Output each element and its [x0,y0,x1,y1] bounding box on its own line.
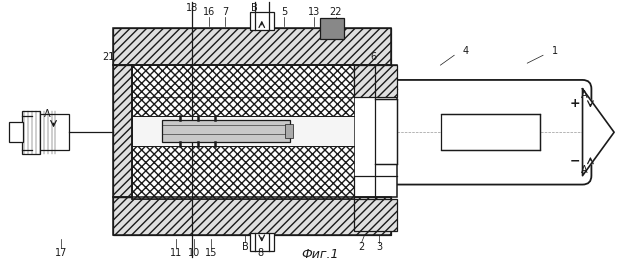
Text: В: В [242,242,248,252]
Bar [353,199,397,231]
Text: В: В [252,3,258,13]
Bar [285,124,293,138]
Polygon shape [582,89,614,176]
Bar [132,117,353,146]
Text: 16: 16 [204,7,216,17]
Bar [113,197,391,235]
Text: A: A [581,90,588,100]
Text: 17: 17 [55,248,68,258]
Bar [113,197,391,235]
Text: 13: 13 [308,7,320,17]
Text: A: A [44,110,51,119]
Text: Фиг.1: Фиг.1 [301,248,339,261]
Text: 18: 18 [186,3,198,13]
Bar [113,65,132,197]
Bar [113,65,132,197]
Text: A: A [581,165,588,175]
Bar [132,146,353,199]
Bar [353,65,397,97]
Text: 11: 11 [170,248,182,258]
Text: 8: 8 [258,248,264,258]
Text: 1: 1 [552,46,558,56]
Text: 5: 5 [282,7,287,17]
Text: 7: 7 [222,7,228,17]
Bar [32,114,69,150]
Bar [113,28,391,65]
Text: 4: 4 [463,46,469,56]
Bar [250,233,274,251]
Text: 6: 6 [370,52,376,62]
Bar [162,121,291,142]
Bar [9,122,23,142]
Text: 10: 10 [188,248,200,258]
Bar [250,12,274,30]
Bar [375,99,397,164]
Bar [353,65,397,197]
Text: 3: 3 [376,242,382,252]
Text: 15: 15 [205,248,218,258]
FancyBboxPatch shape [388,80,591,184]
Text: +: + [570,97,580,110]
Text: 2: 2 [358,242,365,252]
Bar [132,65,353,117]
Bar [22,111,40,154]
Bar [113,28,391,65]
Bar [320,18,344,40]
Text: 21: 21 [102,52,115,62]
Text: −: − [570,154,580,167]
Bar [442,114,540,150]
Text: 22: 22 [330,7,342,17]
